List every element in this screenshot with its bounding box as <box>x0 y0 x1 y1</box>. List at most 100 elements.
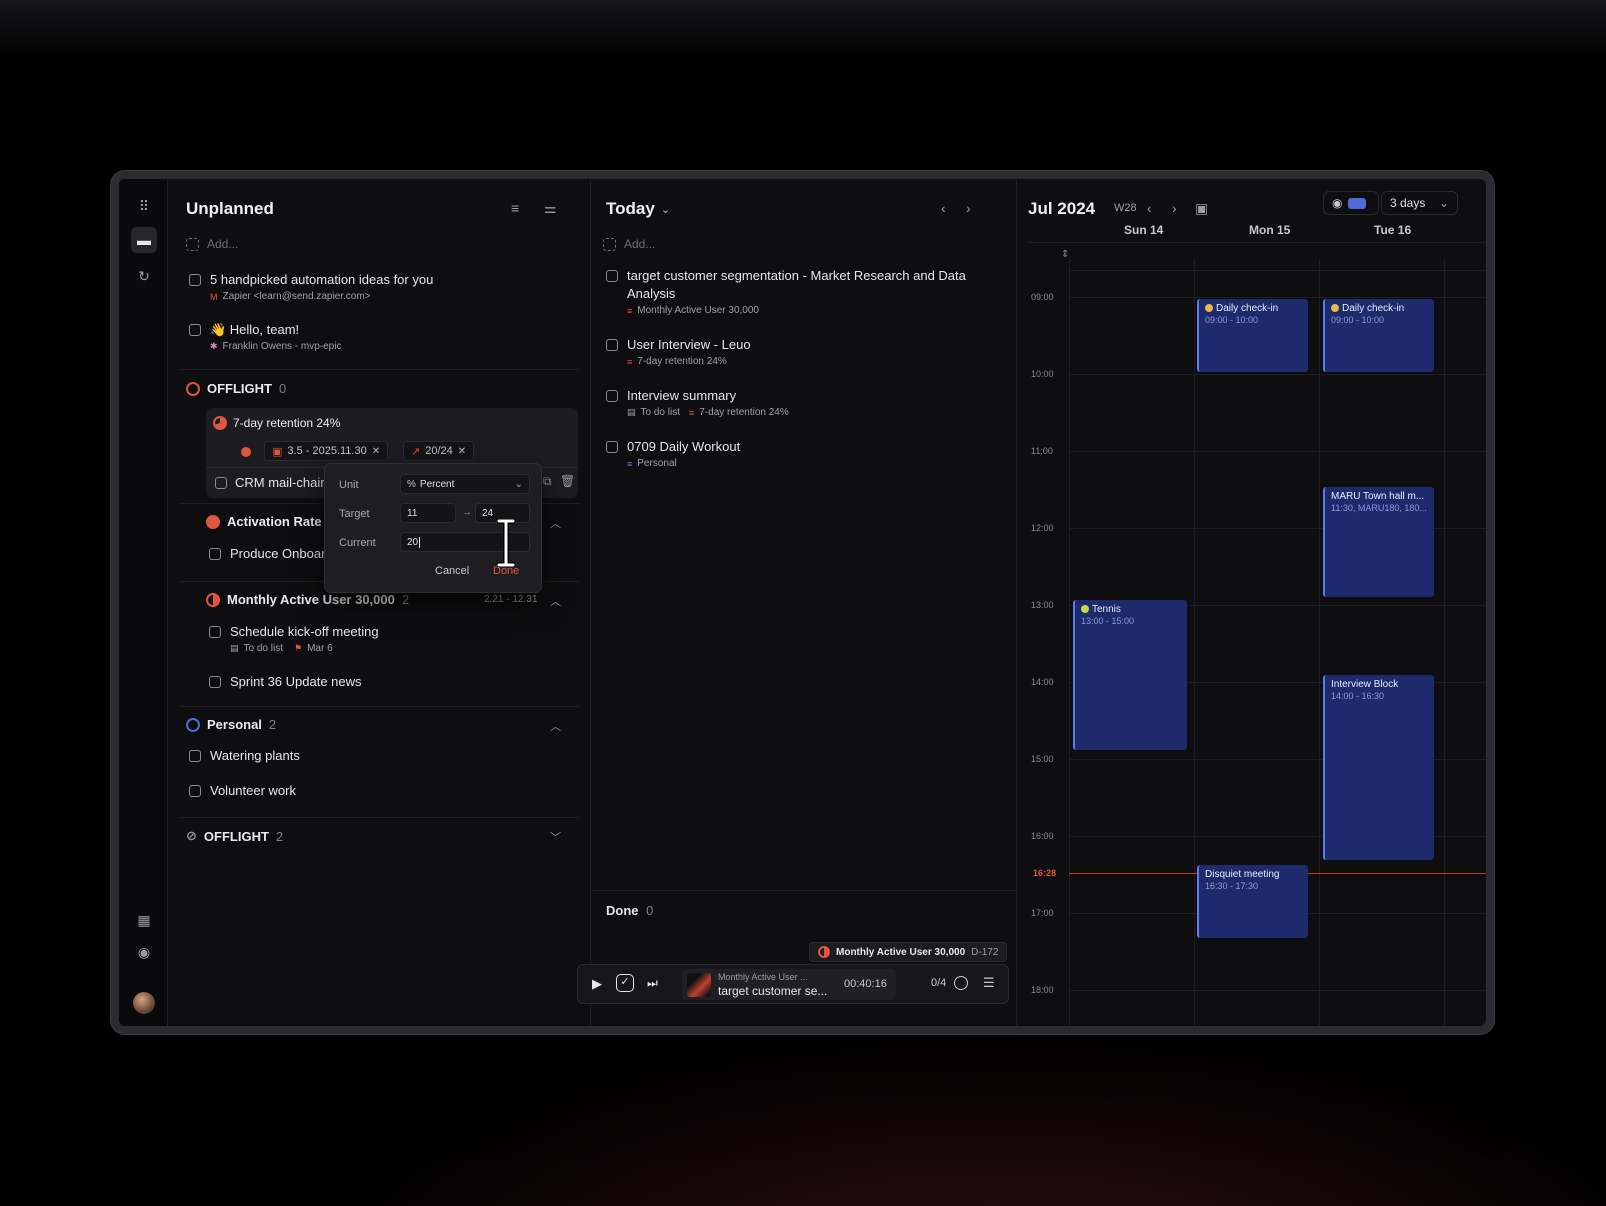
list-icon[interactable]: ☰ <box>983 975 995 990</box>
list-item[interactable]: 0709 Daily Workout ≡ Personal <box>606 438 740 469</box>
hour-line <box>1069 836 1486 837</box>
unit-select[interactable]: % Percent ⌄ <box>400 474 530 494</box>
view-select[interactable]: 3 days ⌄ <box>1381 191 1458 215</box>
active-goal-tag[interactable]: Monthly Active User 30,000 D-172 <box>809 942 1008 962</box>
list-item[interactable]: Produce Onboar <box>209 545 325 563</box>
checkbox[interactable] <box>606 390 618 402</box>
current-task-card[interactable]: Monthly Active User ... target customer … <box>682 969 896 1000</box>
complete-task-icon[interactable]: ✓ <box>616 974 634 992</box>
chevron-down-icon[interactable]: ﹀ <box>550 832 561 844</box>
apps-icon[interactable]: ⠿ <box>138 197 150 214</box>
list-item[interactable]: Interview summary ▤ To do list ≡ 7-day ret… <box>606 387 789 418</box>
checkbox[interactable] <box>606 339 618 351</box>
calendar-event[interactable]: Interview Block 14:00 - 16:30 <box>1323 675 1434 860</box>
checkbox[interactable] <box>189 785 201 797</box>
today-calendar-icon[interactable]: ▣ <box>1195 200 1209 216</box>
divider <box>180 706 579 707</box>
group-header-offlight-hidden[interactable]: ⊘ OFFLIGHT 2 <box>186 828 283 844</box>
list-item[interactable]: target customer segmentation - Market Re… <box>606 267 996 316</box>
list-item[interactable]: Volunteer work <box>189 782 296 800</box>
hour-line <box>1069 451 1486 452</box>
calendar-event[interactable]: Tennis 13:00 - 15:00 <box>1073 600 1187 750</box>
hour-line <box>1069 682 1486 683</box>
unplanned-pane: Unplanned ≡ ⚌ Add... 5 handpicked automa… <box>168 179 591 1026</box>
trash-icon[interactable]: 🗑 <box>560 474 576 488</box>
checkbox[interactable] <box>209 676 221 688</box>
emoji-icon <box>1331 304 1339 312</box>
event-time: 09:00 - 10:00 <box>1205 315 1259 325</box>
checkbox[interactable] <box>606 270 618 282</box>
checkbox[interactable] <box>209 626 221 638</box>
checkbox[interactable] <box>189 324 201 336</box>
progress-chip[interactable]: ↗ 20/24 ✕ <box>403 441 475 461</box>
calendar-event[interactable]: Daily check-in 09:00 - 10:00 <box>1197 299 1308 372</box>
checkbox[interactable] <box>209 548 221 560</box>
play-icon[interactable]: ▶ <box>592 976 602 991</box>
chevron-up-icon[interactable]: ︿ <box>550 721 561 733</box>
chevron-down-icon: ⌄ <box>514 478 523 490</box>
done-count: 0 <box>646 903 654 918</box>
task-goal: Monthly Active User 30,000 <box>637 305 759 316</box>
cancel-button[interactable]: Cancel <box>435 565 470 577</box>
add-task-row[interactable]: Add... <box>603 237 655 251</box>
planner-icon[interactable]: ▬ <box>131 227 157 253</box>
done-button[interactable]: Done <box>493 565 520 577</box>
day-header[interactable]: Mon 15 <box>1249 223 1291 237</box>
checkbox[interactable] <box>189 274 201 286</box>
avatar[interactable] <box>133 992 155 1014</box>
list-item[interactable]: Watering plants <box>189 747 300 765</box>
calendar-event[interactable]: Disquiet meeting 16:30 - 17:30 <box>1197 865 1308 938</box>
notion-icon: ▤ <box>627 407 636 417</box>
visibility-toggle[interactable]: ◉ <box>1323 191 1379 215</box>
close-icon[interactable]: ✕ <box>457 445 467 457</box>
collapse-allday-icon[interactable]: ⇕ <box>1061 249 1070 260</box>
add-task-row[interactable]: Add... <box>186 237 238 251</box>
prev-week-icon[interactable]: ‹ <box>1147 200 1152 216</box>
kr-header-activation[interactable]: Activation Rate 2 <box>206 514 332 529</box>
notion-icon: ▤ <box>230 643 239 653</box>
checkbox[interactable] <box>606 441 618 453</box>
target-from-input[interactable]: 11 <box>400 503 456 523</box>
day-header[interactable]: Sun 14 <box>1124 223 1164 237</box>
tennis-ball-icon <box>1081 605 1089 613</box>
today-dropdown[interactable]: Today ⌄ <box>606 199 670 219</box>
kr-header-mau[interactable]: Monthly Active User 30,000 2 <box>206 592 409 607</box>
done-section-header[interactable]: Done 0 <box>606 903 653 918</box>
page-title: Today <box>606 199 655 218</box>
filter-icon[interactable]: ⚌ <box>544 200 557 216</box>
duplicate-icon[interactable]: ⧉ <box>543 474 552 488</box>
list-item[interactable]: 👋 Hello, team! ✱ Franklin Owens - mvp-epi… <box>189 321 341 352</box>
kr-card-retention[interactable]: 7-day retention 24% ▣ 3.5 - 2025.11.30 ✕… <box>206 408 578 498</box>
chevron-up-icon[interactable]: ︿ <box>550 518 561 530</box>
current-input[interactable]: 20 <box>400 532 530 552</box>
hour-line <box>1069 297 1486 298</box>
eye-off-icon: ⊘ <box>186 828 197 843</box>
task-source: Franklin Owens - mvp-epic <box>222 341 342 352</box>
list-item[interactable]: Schedule kick-off meeting ▤ To do list ⚑ M… <box>209 623 379 654</box>
skip-icon[interactable]: ⏭ <box>647 976 658 990</box>
group-header-personal[interactable]: Personal 2 <box>186 717 276 732</box>
next-day-icon[interactable]: › <box>966 200 971 216</box>
prev-day-icon[interactable]: ‹ <box>941 200 946 216</box>
day-header[interactable]: Tue 16 <box>1374 223 1412 237</box>
checkbox[interactable] <box>215 477 227 489</box>
sync-icon[interactable]: ↻ <box>138 267 150 284</box>
task-title: 👋 Hello, team! <box>210 322 300 337</box>
close-icon[interactable]: ✕ <box>371 445 381 457</box>
list-item[interactable]: Sprint 36 Update news <box>209 673 362 691</box>
calendar-add-icon[interactable]: ▦ <box>137 911 151 928</box>
calendar-event[interactable]: MARU Town hall m... 11:30, MARU180, 180.… <box>1323 487 1434 597</box>
calendar-event[interactable]: Daily check-in 09:00 - 10:00 <box>1323 299 1434 372</box>
add-list-icon[interactable]: ≡ <box>511 200 520 216</box>
list-item[interactable]: User Interview - Leuo ≡ 7-day retention 2… <box>606 336 751 367</box>
task-thumbnail <box>687 973 711 997</box>
next-week-icon[interactable]: › <box>1172 200 1177 216</box>
status-dot-icon[interactable] <box>241 447 251 457</box>
checkbox[interactable] <box>189 750 201 762</box>
explore-icon[interactable]: ◉ <box>137 943 151 960</box>
group-count: 2 <box>268 717 277 732</box>
group-header-offlight[interactable]: OFFLIGHT 0 <box>186 381 286 396</box>
date-chip[interactable]: ▣ 3.5 - 2025.11.30 ✕ <box>264 441 389 461</box>
chevron-up-icon[interactable]: ︿ <box>550 596 561 608</box>
